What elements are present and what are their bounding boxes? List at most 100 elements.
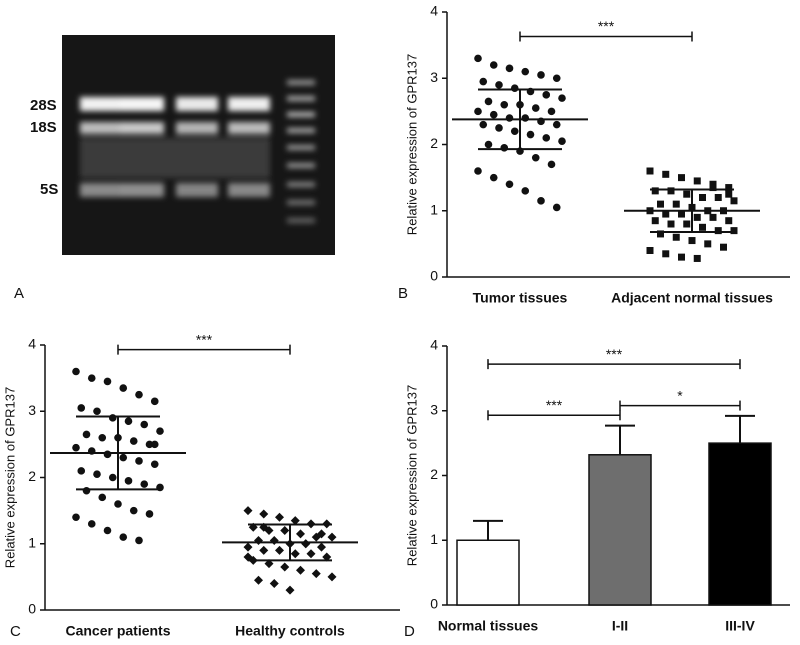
point — [72, 513, 80, 522]
point — [296, 565, 305, 575]
lane-label: 3 — [183, 9, 194, 30]
y-tick-label: 0 — [28, 601, 36, 617]
y-tick-label: 1 — [430, 531, 438, 547]
point — [505, 64, 514, 73]
point — [672, 200, 680, 208]
point — [714, 227, 722, 235]
y-axis-label: Relative expression of GPR137 — [404, 385, 419, 566]
point — [140, 480, 149, 488]
point — [124, 417, 133, 425]
point — [98, 493, 107, 502]
significance-label: *** — [606, 346, 623, 362]
y-tick-label: 2 — [28, 468, 36, 484]
point — [306, 549, 316, 559]
point — [119, 533, 128, 541]
point — [135, 536, 143, 545]
point — [552, 74, 561, 83]
point — [646, 247, 654, 254]
point — [484, 140, 493, 149]
point — [489, 173, 498, 182]
point — [662, 170, 670, 178]
point — [479, 77, 488, 86]
point — [500, 144, 509, 152]
point — [521, 67, 530, 76]
significance-label: *** — [598, 18, 615, 34]
point — [87, 374, 96, 382]
panel-label: A — [14, 285, 24, 302]
point — [93, 407, 101, 416]
point — [693, 177, 701, 185]
point — [301, 539, 311, 549]
point — [531, 104, 540, 112]
point — [72, 367, 80, 376]
point — [82, 430, 91, 439]
point — [714, 194, 722, 201]
point — [243, 506, 253, 516]
band-label: 28S — [30, 97, 57, 114]
point — [108, 414, 117, 422]
point — [254, 575, 263, 585]
chart-panel: B 0 1 2 3 4 Relative expression of GPR137 Tumor… — [398, 3, 790, 306]
point — [651, 217, 659, 225]
bar — [708, 442, 772, 606]
x-tick-label: I-II — [612, 618, 628, 634]
lane-label: 1 — [86, 9, 97, 30]
gel-bands — [80, 80, 315, 223]
point — [150, 460, 159, 469]
point — [290, 516, 300, 526]
x-tick-label: Normal tissues — [438, 618, 539, 634]
point — [98, 433, 107, 442]
band-label: 5S — [40, 181, 58, 198]
point — [531, 153, 540, 162]
point — [82, 486, 91, 495]
y-tick-label: 3 — [28, 402, 36, 418]
point — [495, 81, 503, 89]
point — [311, 569, 321, 579]
point — [667, 220, 675, 228]
point — [558, 137, 566, 145]
point — [683, 220, 691, 228]
point — [275, 512, 284, 522]
y-tick-label: 2 — [430, 135, 438, 151]
y-tick-label: 4 — [430, 337, 438, 353]
point — [505, 114, 514, 122]
point — [87, 520, 96, 528]
point — [651, 187, 659, 195]
point — [730, 227, 738, 235]
point — [709, 184, 717, 192]
point — [479, 120, 488, 129]
point — [521, 114, 530, 122]
point — [709, 213, 717, 221]
point — [662, 210, 670, 218]
point — [275, 545, 284, 555]
point — [327, 572, 337, 582]
point — [145, 510, 154, 518]
point — [93, 470, 101, 478]
point — [129, 506, 138, 515]
chart-panel: D0 1 2 3 4 Relative expression of GPR137 Norma… — [404, 337, 790, 640]
y-axis-label: Relative expression of GPR137 — [2, 387, 17, 568]
point — [662, 250, 670, 258]
point — [269, 535, 279, 545]
point — [259, 545, 269, 555]
gel-image: 1 2 3 4 28S 18S 5S A — [14, 9, 335, 302]
panel-label: B — [398, 285, 408, 302]
point — [296, 529, 305, 539]
point — [322, 552, 332, 562]
point — [150, 397, 159, 406]
point — [678, 210, 685, 218]
point — [704, 240, 712, 248]
point — [484, 97, 493, 106]
significance-label: *** — [546, 397, 563, 413]
point — [521, 187, 530, 195]
point — [254, 535, 263, 545]
point — [683, 190, 691, 198]
point — [537, 71, 545, 79]
x-tick-label: Tumor tissues — [473, 290, 568, 306]
point — [725, 217, 733, 225]
significance-label: * — [677, 387, 683, 403]
band-label: 18S — [30, 119, 57, 136]
point — [474, 54, 482, 63]
point — [103, 526, 112, 535]
